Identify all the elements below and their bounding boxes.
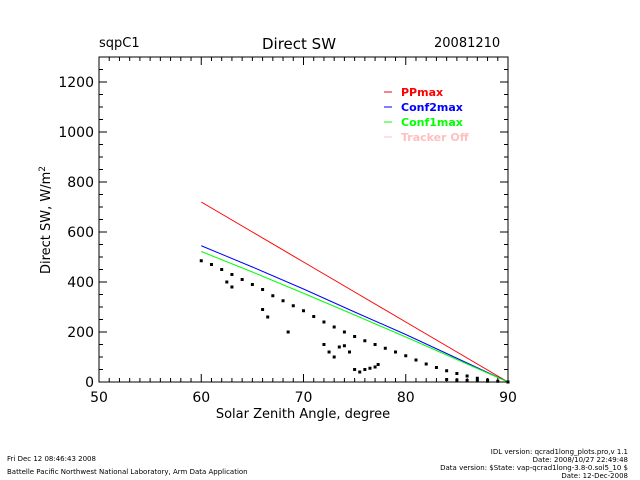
data-point	[445, 369, 449, 373]
footer-data-version: Data version: $State: vap-qcrad1long-3.8…	[440, 464, 628, 472]
x-tick-label: 50	[90, 390, 108, 406]
footer-org: Battelle Pacific Northwest National Labo…	[7, 468, 248, 476]
data-point	[261, 308, 265, 311]
legend-label: Conf2max	[401, 101, 463, 114]
data-point	[327, 350, 331, 354]
data-point	[225, 280, 229, 284]
data-point	[434, 366, 438, 369]
y-axis-label-text: Direct SW, W/m	[39, 172, 54, 274]
data-point	[261, 288, 265, 291]
chart-title: Direct SW	[262, 35, 337, 53]
data-point	[373, 343, 377, 346]
data-point	[199, 259, 203, 263]
y-axis-label-sup: 2	[38, 166, 48, 172]
data-point	[322, 320, 326, 324]
data-point	[209, 263, 213, 266]
x-tick-label: 90	[499, 390, 517, 406]
data-point	[337, 345, 341, 349]
data-point	[322, 343, 326, 346]
data-point	[383, 346, 387, 350]
y-tick-label: 800	[67, 175, 94, 191]
data-point	[424, 362, 428, 366]
data-point	[220, 268, 224, 271]
data-point	[363, 368, 367, 371]
data-point	[358, 370, 362, 374]
legend-label: PPmax	[401, 86, 443, 99]
data-point	[404, 354, 408, 358]
data-point	[465, 374, 469, 378]
series-line-conf2max	[201, 245, 509, 383]
y-tick-label: 400	[67, 275, 94, 291]
data-point	[455, 372, 459, 375]
footer-data-date: Date: 12-Dec-2008	[561, 472, 628, 480]
data-point	[348, 350, 352, 354]
footer-timestamp: Fri Dec 12 08:46:43 2008	[7, 455, 96, 463]
y-tick-label: 1200	[58, 75, 94, 91]
data-point	[281, 299, 285, 303]
data-point	[302, 309, 305, 313]
y-tick-label: 600	[67, 225, 94, 241]
data-point	[230, 285, 234, 289]
y-tick-label: 0	[85, 375, 94, 391]
series-line-ppmax	[200, 201, 509, 383]
date-label: 20081210	[434, 36, 501, 51]
x-tick-label: 70	[295, 390, 313, 406]
site-label: sqpC1	[99, 36, 140, 51]
data-point	[353, 335, 357, 338]
data-point	[230, 273, 234, 276]
data-point	[271, 294, 275, 298]
data-point	[363, 339, 367, 343]
footer-idl-version: IDL version: qcrad1long_plots.pro,v 1.1	[490, 448, 628, 456]
x-tick-label: 60	[192, 390, 210, 406]
data-point	[414, 358, 418, 362]
data-point	[312, 315, 316, 318]
footer-idl-date: Date: 2008/10/27 22:49:48	[532, 456, 628, 464]
data-point	[291, 304, 295, 308]
footer-version-block: IDL version: qcrad1long_plots.pro,v 1.1 …	[440, 448, 628, 480]
data-point	[353, 368, 357, 371]
x-axis-label: Solar Zenith Angle, degree	[216, 407, 390, 422]
data-point	[266, 315, 270, 319]
data-point	[368, 366, 372, 370]
data-point	[342, 330, 346, 334]
data-point	[394, 350, 398, 354]
series-line-conf1max	[201, 251, 509, 383]
data-point	[240, 278, 244, 281]
data-point	[376, 363, 380, 366]
data-point	[332, 355, 336, 359]
legend-label: Tracker Off	[401, 131, 469, 144]
data-point	[286, 330, 290, 334]
data-point	[373, 365, 377, 369]
x-tick-label: 80	[397, 390, 415, 406]
y-axis-label: Direct SW, W/m2	[38, 166, 54, 274]
y-tick-label: 1000	[58, 125, 94, 141]
y-tick-label: 200	[67, 325, 94, 341]
data-point	[332, 325, 336, 329]
data-point	[250, 283, 254, 286]
legend-label: Conf1max	[401, 116, 463, 129]
data-point	[342, 344, 346, 348]
